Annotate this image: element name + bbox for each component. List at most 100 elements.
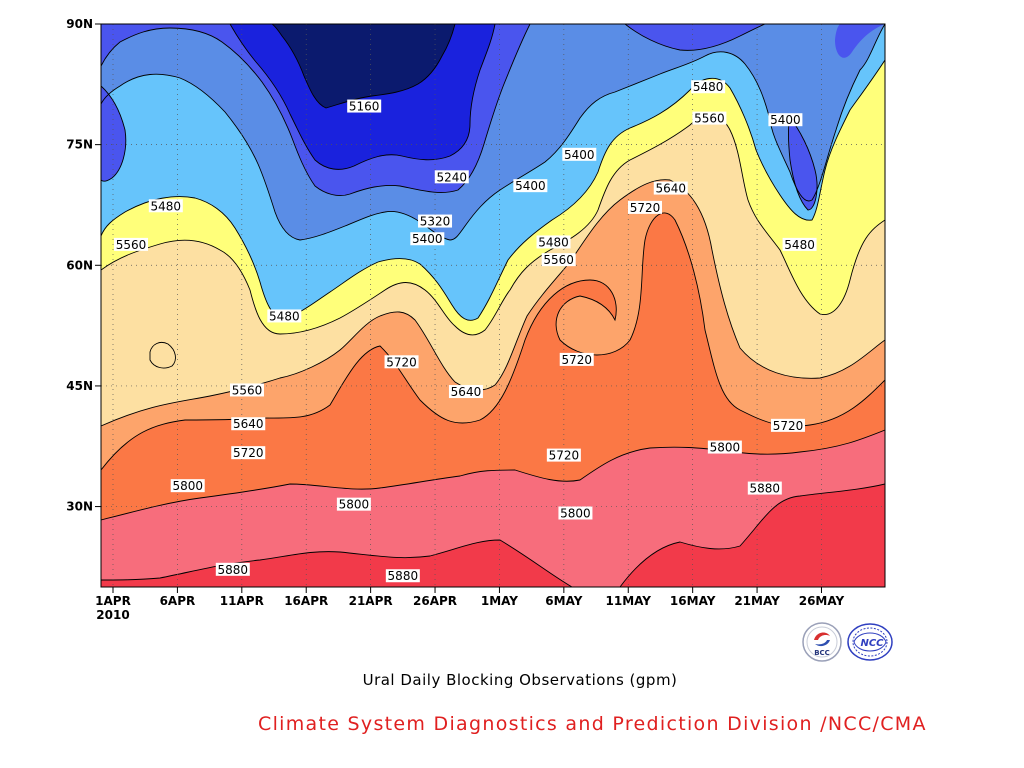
bcc-logo-text: BCC — [814, 649, 830, 657]
contour-label-text: 5720 — [549, 449, 580, 463]
x-tick-label: 21MAY — [734, 594, 780, 608]
contour-label: 5480 — [148, 199, 183, 213]
chart-caption: Ural Daily Blocking Observations (gpm) — [362, 671, 678, 689]
contour-label-text: 5400 — [770, 113, 801, 127]
contour-label-box — [418, 214, 453, 228]
contour-label: 5800 — [707, 440, 742, 455]
plot-area: 5160 5240 5320 5400 5400 5400 5400 5480 5480 5480… — [101, 24, 885, 587]
contour-label: 5480 — [536, 235, 571, 249]
contour-label: 5800 — [558, 506, 593, 521]
credit-line: Climate System Diagnostics and Predictio… — [258, 713, 927, 735]
contour-label-box — [768, 113, 803, 127]
contour-label: 5560 — [692, 111, 727, 126]
band-below-5160 — [272, 24, 455, 108]
contour-label: 5320 — [418, 214, 453, 229]
contour-label-box — [546, 448, 581, 462]
y-tick-label: 75N — [66, 138, 93, 152]
contour-label-text: 5560 — [694, 112, 725, 126]
contour-label-box — [231, 417, 266, 431]
contour-line-5560 — [101, 115, 885, 336]
x-tick-label: 6APR — [160, 594, 196, 608]
contour-label: 5800 — [170, 479, 205, 493]
contour-label-box — [770, 418, 805, 432]
contour-line-5640 — [101, 179, 885, 427]
contour-label: 5560 — [229, 383, 264, 397]
contour-label: 5400 — [513, 179, 548, 193]
contour-label: 5880 — [215, 562, 250, 577]
contour-label-text: 5480 — [784, 238, 815, 252]
contour-label-text: 5880 — [388, 569, 419, 583]
contour-label-box — [347, 99, 382, 113]
contour-label-box — [513, 179, 548, 193]
x-tick-label: 16MAY — [670, 594, 716, 608]
contour-label-text: 5720 — [233, 446, 264, 460]
contour-label-text: 5560 — [232, 383, 263, 397]
ncc-logo-text: NCC — [860, 638, 884, 649]
contour-label: 5400 — [768, 113, 803, 127]
contour-label: 5720 — [546, 448, 581, 463]
contour-labels: 5160 5240 5320 5400 5400 5400 5400 5480 5480 5480… — [114, 80, 817, 583]
contour-label: 5800 — [336, 497, 371, 512]
contour-label-text: 5880 — [750, 482, 781, 496]
contour-line-5720 — [101, 212, 885, 471]
contour-label-text: 5400 — [515, 179, 546, 193]
contour-label-text: 5400 — [412, 232, 443, 246]
contour-label-box — [628, 200, 662, 214]
contour-label-box — [170, 479, 205, 493]
contour-line-5320 — [101, 24, 818, 211]
contour-label: 5400 — [562, 147, 597, 162]
contour-label-text: 5560 — [116, 238, 147, 252]
contour-label-text: 5720 — [386, 355, 417, 369]
contour-label-box — [562, 147, 597, 161]
contour-label-box — [747, 481, 782, 495]
contour-label-text: 5160 — [349, 100, 380, 114]
contour-label-text: 5640 — [451, 385, 482, 399]
x-year-label: 2010 — [96, 608, 129, 622]
contour-label: 5480 — [691, 80, 726, 94]
contour-label: 5480 — [267, 309, 302, 323]
contour-label: 5640 — [653, 181, 688, 196]
contour-label-box — [541, 253, 576, 267]
contour-line-5480 — [101, 59, 885, 321]
contour-label: 5720 — [628, 200, 662, 215]
contour-line-5880 — [101, 483, 885, 587]
y-tick-label: 45N — [66, 379, 93, 393]
contour-label-box — [215, 562, 250, 576]
contour-label: 5640 — [231, 417, 266, 431]
contour-label-text: 5720 — [630, 201, 661, 215]
contour-label: 5560 — [114, 237, 149, 252]
contour-label-text: 5400 — [564, 148, 595, 162]
y-tick-label: 90N — [66, 17, 93, 31]
y-tick-label: 30N — [66, 500, 93, 514]
contour-label-text: 5800 — [560, 507, 591, 521]
contour-line-5400 — [101, 24, 885, 241]
contour-label-box — [336, 497, 371, 511]
bcc-logo: BCC — [802, 622, 842, 662]
contour-label-text: 5640 — [233, 417, 264, 431]
x-tick-label: 21APR — [349, 594, 393, 608]
contour-label: 5160 — [347, 99, 382, 114]
y-tick-label: 60N — [66, 258, 93, 272]
contour-line-5800 — [101, 429, 885, 521]
contour-label-box — [691, 80, 726, 94]
plot-frame — [100, 23, 886, 588]
ncc-logo: NCC — [846, 622, 894, 662]
contour-label-text: 5480 — [269, 309, 300, 323]
x-tick-label: 1APR — [95, 594, 131, 608]
contour-label: 5880 — [385, 569, 420, 583]
contour-label-box — [385, 569, 420, 583]
contour-label: 5880 — [747, 481, 782, 496]
contour-label-text: 5480 — [151, 199, 182, 213]
contour-label-text: 5480 — [693, 80, 724, 94]
contour-label-box — [782, 237, 817, 251]
contour-label-box — [536, 235, 571, 249]
contour-label: 5720 — [770, 418, 805, 433]
x-tick-label: 26MAY — [799, 594, 845, 608]
contour-label-text: 5560 — [543, 253, 574, 267]
contour-label: 5480 — [782, 237, 817, 252]
contour-lines — [101, 24, 885, 587]
contour-label-text: 5800 — [172, 479, 203, 493]
contour-label: 5560 — [541, 253, 576, 267]
contour-line-5560-closed — [149, 341, 176, 369]
